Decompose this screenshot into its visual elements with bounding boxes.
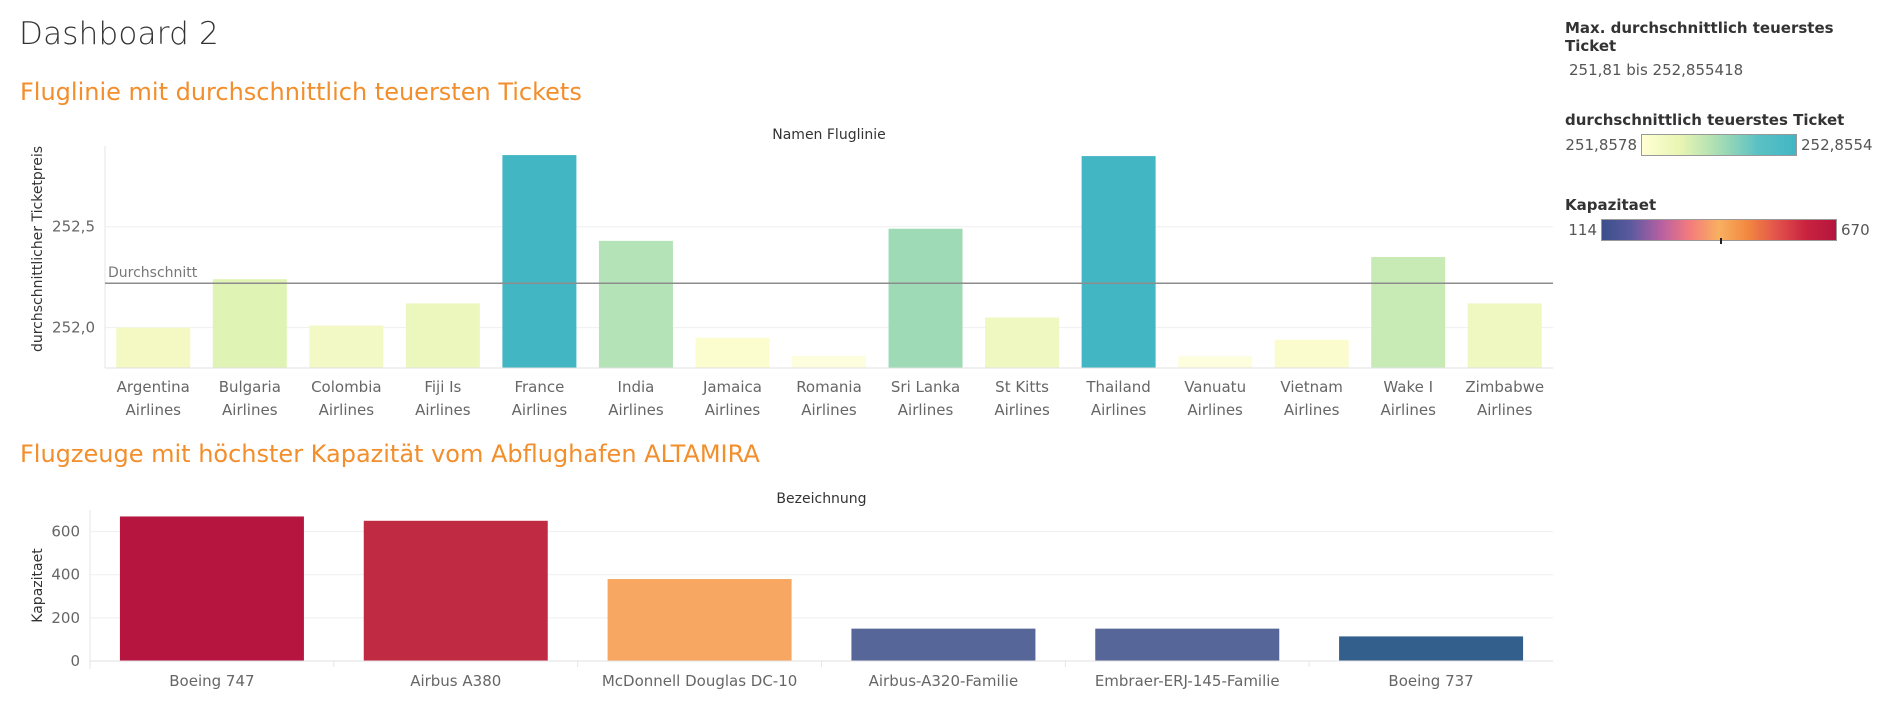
x-tick-label: Airlines [994,401,1050,419]
reference-line-label: Durchschnitt [108,265,198,281]
bar-boeing-747[interactable] [119,516,304,661]
legend-ticket-title: durchschnittlich teuerstes Ticket [1565,111,1845,129]
kapazitaet-color-ramp[interactable] [1601,219,1837,244]
x-tick-label: Argentina [117,378,190,396]
x-tick-label: Airlines [512,401,568,419]
x-tick-label: France [514,378,564,396]
x-tick-label: Boeing 747 [169,672,254,690]
bar-jamaica[interactable] [695,337,770,368]
y-tick-label: 0 [70,652,80,670]
x-tick-label: Airlines [1477,401,1533,419]
x-tick-label: Sri Lanka [891,378,960,396]
bar-zimbabwe[interactable] [1467,303,1542,368]
bar-mcdonnell-douglas-dc-10[interactable] [607,579,792,661]
y-tick-label: 600 [51,523,80,541]
legend-kapazitaet-min: 114 [1568,221,1597,239]
y-tick-label: 200 [51,609,80,627]
bar-romania[interactable] [792,355,866,368]
bar-embraer-erj-145-familie[interactable] [1095,628,1280,661]
x-tick-label: Bulgaria [219,378,281,396]
x-tick-label: Airbus-A320-Familie [869,672,1019,690]
y-axis-title: Kapazitaet [30,548,46,623]
legend-max-value[interactable]: 251,81 bis 252,855418 [1569,61,1744,79]
x-tick-label: Airlines [319,401,375,419]
x-axis-title: Namen Fluglinie [772,127,885,143]
x-tick-label: McDonnell Douglas DC-10 [602,672,797,690]
bar-vanuatu[interactable] [1178,356,1253,368]
y-tick-label: 252,5 [52,218,95,236]
bar-wake-i[interactable] [1371,257,1446,368]
x-tick-label: Airlines [801,401,857,419]
legend-kapazitaet-color: Kapazitaet 114 670 [1565,196,1870,244]
bar-argentina[interactable] [116,327,191,368]
x-tick-label: Fiji Is [424,378,461,396]
ramp-marker [1720,238,1722,244]
legend-max-title: Max. durchschnittlich teuerstes Ticket [1565,19,1834,55]
x-tick-label: Jamaica [702,378,762,396]
aircraft-capacity-chart: 0 200 400 600 Kapazitaet Bezeichnung Boeing 74… [30,491,1553,690]
x-tick-label: Airbus A380 [410,672,501,690]
legend-kapazitaet-max: 670 [1841,221,1870,239]
bar-boeing-737[interactable] [1339,636,1524,661]
x-tick-label: Airlines [126,401,182,419]
x-tick-label: Airlines [1284,401,1340,419]
x-tick-label: Wake I [1383,378,1433,396]
x-tick-label: Vanuatu [1184,378,1246,396]
y-axis-title: durchschnittlicher Ticketpreis [30,146,46,352]
x-tick-label: Airlines [222,401,278,419]
x-tick-label: Embraer-ERJ-145-Familie [1095,672,1280,690]
y-tick-label: 252,0 [52,319,95,337]
x-tick-label: Airlines [898,401,954,419]
bar-vietnam[interactable] [1274,339,1349,368]
x-tick-label: Zimbabwe [1465,378,1544,396]
bar-france[interactable] [502,155,577,368]
x-tick-label: Airlines [415,401,471,419]
section-title-aircraft: Flugzeuge mit höchster Kapazität vom Abf… [20,440,760,468]
x-tick-label: St Kitts [995,378,1049,396]
legend-ticket-min: 251,8578 [1565,136,1637,154]
bar-sri-lanka[interactable] [888,228,963,368]
dashboard-title: Dashboard 2 [19,16,219,52]
bar-colombia[interactable] [309,325,384,368]
x-tick-label: Airlines [1187,401,1243,419]
x-tick-label: India [618,378,655,396]
x-tick-label: Romania [796,378,862,396]
x-tick-label: Boeing 737 [1388,672,1473,690]
x-tick-label: Thailand [1085,378,1150,396]
x-tick-label: Airlines [1091,401,1147,419]
legend-ticket-color: durchschnittlich teuerstes Ticket 251,85… [1565,111,1873,156]
bar-bulgaria[interactable] [212,279,287,368]
bar-thailand[interactable] [1081,156,1156,368]
x-axis-title: Bezeichnung [776,491,866,507]
x-tick-label: Airlines [705,401,761,419]
x-tick-label: Vietnam [1280,378,1343,396]
x-tick-label: Airlines [608,401,664,419]
bar-airbus-a380[interactable] [363,520,548,661]
legend-kapazitaet-title: Kapazitaet [1565,196,1657,214]
y-tick-label: 400 [51,566,80,584]
legend-ticket-max: 252,8554 [1801,136,1873,154]
legend-max-ticket: Max. durchschnittlich teuerstes Ticket 2… [1565,19,1880,79]
ticket-color-ramp[interactable] [1641,134,1797,156]
bar-fiji-is[interactable] [405,303,480,368]
bar-india[interactable] [598,240,673,368]
x-tick-label: Airlines [1380,401,1436,419]
airline-ticket-chart: 252,0 252,5 durchschnittlicher Ticketpreis… [30,127,1553,419]
section-title-airlines: Fluglinie mit durchschnittlich teuersten… [20,78,582,106]
bar-st-kitts[interactable] [985,317,1060,368]
bar-airbus-a320-familie[interactable] [851,628,1036,661]
x-tick-label: Colombia [311,378,382,396]
